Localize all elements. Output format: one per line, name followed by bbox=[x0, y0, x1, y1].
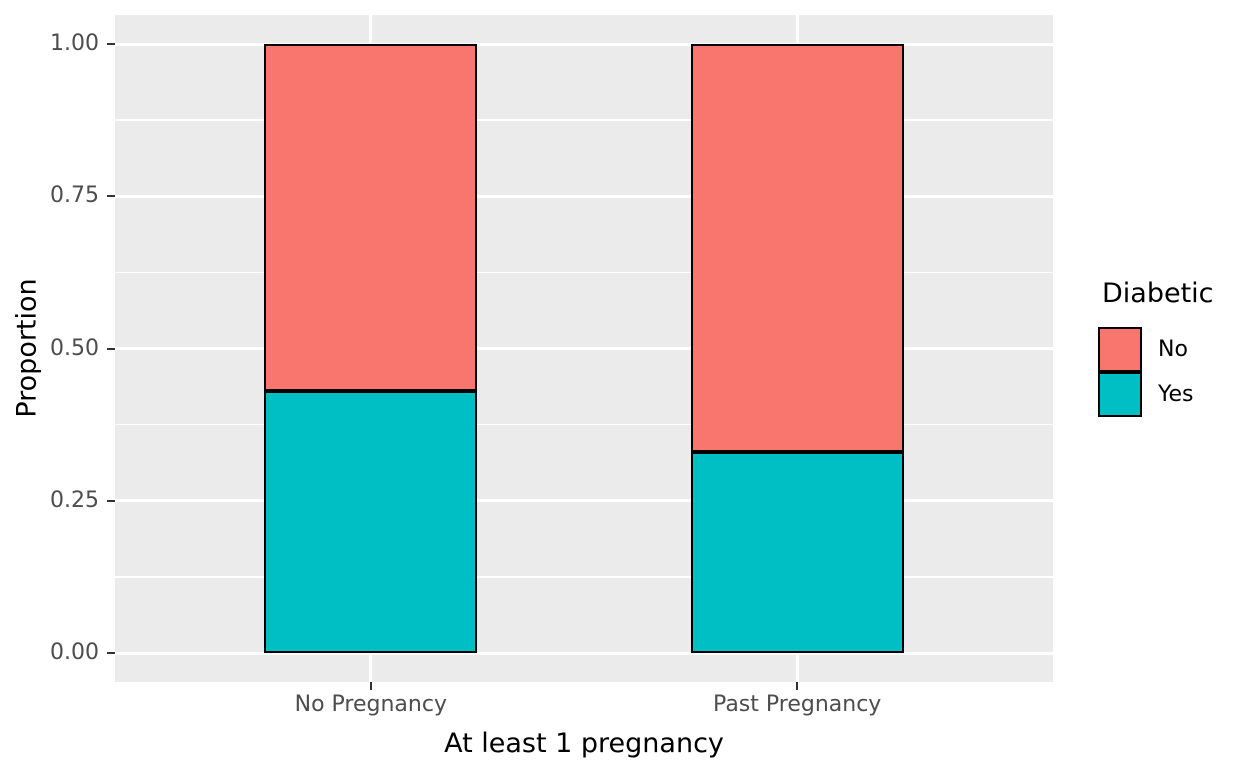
legend-title: Diabetic bbox=[1102, 278, 1214, 309]
major-gridline bbox=[115, 194, 1053, 198]
x-tick-label: Past Pregnancy bbox=[713, 692, 882, 717]
legend-key-swatch bbox=[1098, 327, 1142, 372]
bar-segment-no bbox=[690, 44, 904, 453]
x-axis-title: At least 1 pregnancy bbox=[444, 728, 724, 759]
legend-entry-label: No bbox=[1158, 337, 1188, 362]
y-tick-mark bbox=[107, 499, 115, 502]
legend-entry-no: No bbox=[1098, 327, 1214, 372]
legend-entry-label: Yes bbox=[1158, 382, 1194, 407]
y-tick-label: 0.25 bbox=[50, 487, 99, 513]
bar-segment-no bbox=[264, 44, 478, 392]
major-gridline bbox=[115, 42, 1053, 46]
y-tick-label: 1.00 bbox=[50, 31, 99, 56]
minor-gridline bbox=[115, 423, 1053, 426]
x-tick-mark bbox=[796, 682, 799, 690]
legend-entry-yes: Yes bbox=[1098, 372, 1214, 417]
legend-key-swatch bbox=[1098, 372, 1142, 417]
bar-segment-yes bbox=[264, 391, 478, 653]
legend-entries: No Yes bbox=[1098, 327, 1214, 417]
minor-gridline bbox=[115, 271, 1053, 274]
plot-panel bbox=[115, 15, 1053, 682]
y-tick-mark bbox=[107, 195, 115, 198]
legend: Diabetic No Yes bbox=[1098, 278, 1214, 417]
x-tick-mark bbox=[369, 682, 372, 690]
major-gridline bbox=[115, 347, 1053, 350]
major-gridline bbox=[115, 651, 1053, 655]
y-tick-label: 0.50 bbox=[50, 335, 99, 361]
y-tick-mark bbox=[107, 652, 115, 654]
minor-gridline bbox=[115, 576, 1053, 578]
major-gridline bbox=[115, 499, 1053, 503]
bar-segment-yes bbox=[690, 452, 904, 653]
minor-gridline bbox=[115, 119, 1053, 121]
y-tick-mark bbox=[107, 43, 115, 45]
y-tick-label: 0.75 bbox=[50, 183, 99, 209]
x-tick-label: No Pregnancy bbox=[294, 692, 447, 717]
y-tick-mark bbox=[107, 347, 115, 350]
y-tick-label: 0.00 bbox=[50, 640, 99, 665]
